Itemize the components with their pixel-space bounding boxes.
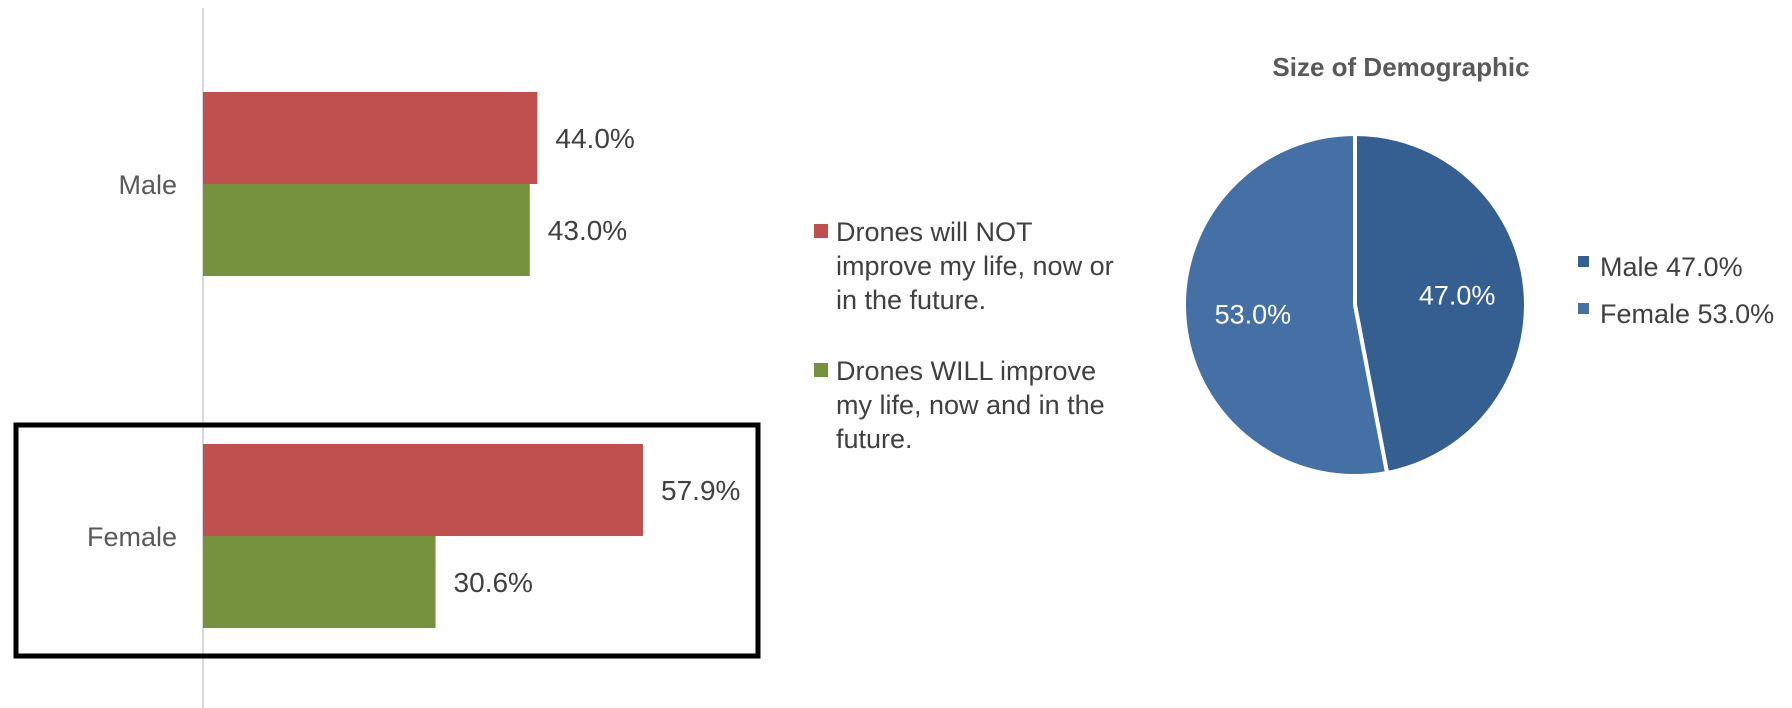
bar-male-series-1: [203, 92, 538, 184]
legend-item-female: Female 53.0%: [1578, 297, 1792, 331]
legend-label-male: Male 47.0%: [1600, 252, 1743, 282]
legend-swatch-male: [1578, 256, 1589, 267]
legend-label-will-not-improve: Drones will NOT improve my life, now or …: [836, 217, 1114, 315]
legend-swatch-will-not-improve: [814, 224, 828, 238]
pie-label-female: 53.0%: [1215, 300, 1292, 330]
pie-slice-female: [1181, 132, 1390, 478]
data-label-female-series-1: 57.9%: [661, 475, 740, 506]
pie-slice-male: [1353, 132, 1528, 475]
bar-female-series-2: [203, 536, 436, 628]
data-label-male-series-2: 43.0%: [548, 215, 627, 246]
data-label-male-series-1: 44.0%: [555, 123, 634, 154]
legend-item-will-improve: Drones WILL improve my life, now and in …: [814, 354, 1134, 456]
bar-male-series-2: [203, 184, 530, 276]
pie-chart-legend: Male 47.0% Female 53.0%: [1578, 250, 1792, 344]
legend-label-female: Female 53.0%: [1600, 299, 1775, 329]
pie-label-male: 47.0%: [1419, 280, 1496, 310]
category-label-female: Female: [87, 522, 177, 552]
bar-female-series-1: [203, 444, 644, 536]
pie-chart-title: Size of Demographic: [1272, 52, 1530, 82]
bar-chart-legend: Drones will NOT improve my life, now or …: [814, 215, 1134, 493]
legend-swatch-female: [1578, 303, 1589, 314]
category-label-male: Male: [118, 170, 177, 200]
legend-swatch-will-improve: [814, 363, 828, 377]
data-label-female-series-2: 30.6%: [454, 567, 533, 598]
highlight-box-female: [13, 422, 761, 659]
legend-item-male: Male 47.0%: [1578, 250, 1792, 284]
legend-label-will-improve: Drones WILL improve my life, now and in …: [836, 356, 1105, 454]
legend-item-will-not-improve: Drones will NOT improve my life, now or …: [814, 215, 1134, 317]
